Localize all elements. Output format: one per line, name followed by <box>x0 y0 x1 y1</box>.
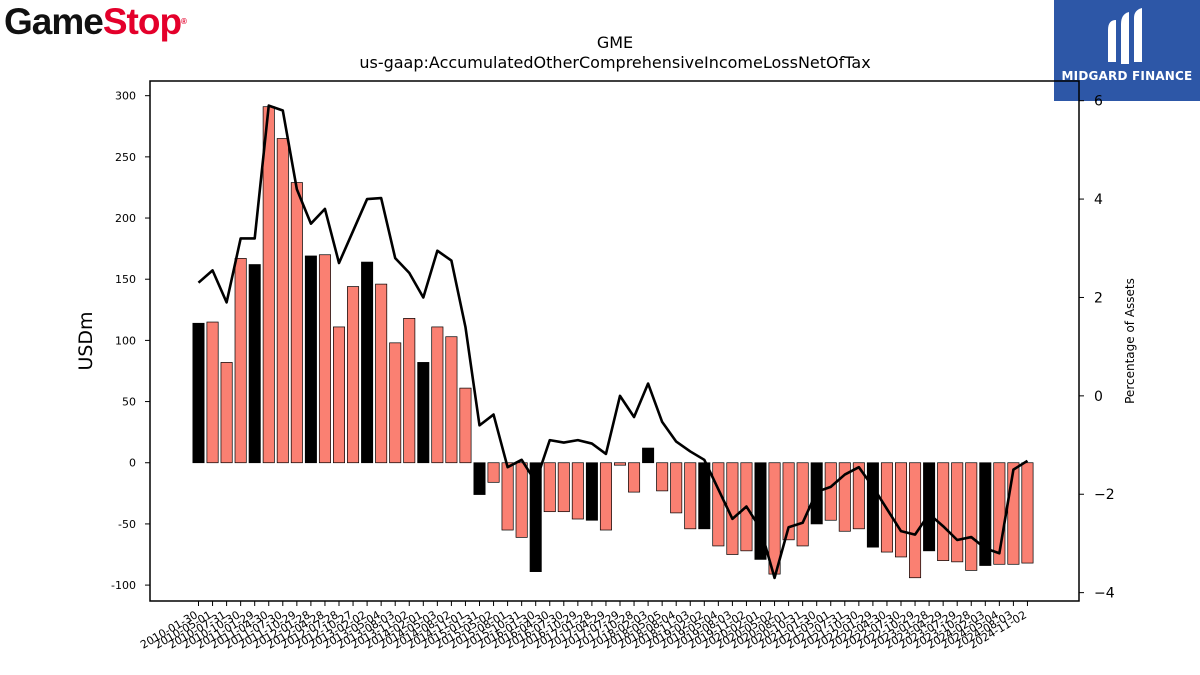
chart-title: GME <box>597 33 633 52</box>
percentage-line-series <box>197 104 1029 580</box>
bar <box>684 462 697 530</box>
bar <box>445 336 458 464</box>
y-tick-label: 100 <box>115 334 136 347</box>
bar <box>712 462 725 547</box>
plot-frame <box>149 80 1080 602</box>
bar <box>768 462 781 575</box>
y2-tick-label: −4 <box>1094 586 1115 602</box>
midgard-finance-label: MIDGARD FINANCE <box>1061 69 1193 83</box>
bar-series <box>192 106 1034 579</box>
bar <box>1007 462 1020 565</box>
bar <box>613 462 626 466</box>
gamestop-logo: GameStop® <box>4 1 187 42</box>
bar <box>487 462 500 483</box>
bar <box>206 321 219 464</box>
y-tick-label: 50 <box>122 396 136 409</box>
bar <box>501 462 514 531</box>
bar <box>318 254 331 464</box>
bar <box>192 322 205 464</box>
y-tick-label: 300 <box>115 90 136 103</box>
y-tick-label: 150 <box>115 273 136 286</box>
bar <box>965 462 978 571</box>
y2-axis-ticks: −4 −2 0 2 4 6 <box>1079 94 1115 602</box>
bar <box>923 462 936 552</box>
bar <box>838 462 851 532</box>
bar <box>782 462 795 541</box>
bar <box>599 462 612 531</box>
bar <box>937 462 950 561</box>
bar <box>304 255 317 464</box>
bar <box>543 462 556 513</box>
y2-tick-label: 2 <box>1094 290 1103 306</box>
bar <box>642 447 655 464</box>
logo-registered-mark: ® <box>181 17 187 26</box>
y-axis-ticks: -100 -50 0 50 100 150 200 250 300 <box>111 90 150 592</box>
bar <box>290 182 303 464</box>
bar <box>473 462 486 495</box>
bar <box>262 106 275 464</box>
bar <box>529 462 542 572</box>
y2-tick-label: −2 <box>1094 487 1115 503</box>
y-axis-label: USDm <box>75 311 97 370</box>
bar <box>417 362 430 464</box>
bar <box>894 462 907 558</box>
bar <box>909 462 922 579</box>
y-tick-label: 200 <box>115 212 136 225</box>
bar <box>796 462 809 547</box>
midgard-finance-logo: MIDGARD FINANCE <box>1054 0 1200 101</box>
bar <box>670 462 683 514</box>
bar <box>698 462 711 530</box>
bar <box>220 362 233 464</box>
y2-tick-label: 0 <box>1094 389 1103 405</box>
bar <box>585 462 598 521</box>
bar <box>389 342 402 464</box>
logo-text-game: Game <box>4 1 104 42</box>
midgard-emblem-icon <box>1108 8 1142 64</box>
y2-tick-label: 4 <box>1094 192 1103 208</box>
y-tick-label: 250 <box>115 151 136 164</box>
bar <box>515 462 528 538</box>
y2-tick-label: 6 <box>1094 94 1103 110</box>
percentage-line <box>197 104 1029 580</box>
bar <box>979 462 992 566</box>
bar <box>866 462 879 548</box>
y-tick-label: -100 <box>111 579 136 592</box>
bar <box>656 462 669 492</box>
bar <box>628 462 641 493</box>
bar <box>347 286 360 464</box>
bar <box>1021 462 1034 564</box>
y-tick-label: -50 <box>118 518 136 531</box>
bar <box>824 462 837 521</box>
logo-text-stop: Stop <box>102 1 182 42</box>
bar <box>754 462 767 560</box>
bar <box>333 326 346 464</box>
chart-subtitle: us-gaap:AccumulatedOtherComprehensiveInc… <box>359 53 870 72</box>
bar <box>361 261 374 464</box>
y-tick-label: 0 <box>129 457 136 470</box>
bar <box>557 462 570 513</box>
bar <box>248 264 261 464</box>
bar <box>375 283 388 464</box>
bar <box>852 462 865 530</box>
bar <box>571 462 584 520</box>
bar <box>403 318 416 464</box>
bar <box>459 387 472 464</box>
bar <box>431 326 444 464</box>
bar <box>276 138 289 464</box>
x-axis-ticks: 2010-01-302010-05-012010-07-312010-10-30… <box>138 601 1029 652</box>
bar <box>234 258 247 464</box>
bar <box>951 462 964 563</box>
y2-axis-label: Percentage of Assets <box>1123 278 1137 404</box>
